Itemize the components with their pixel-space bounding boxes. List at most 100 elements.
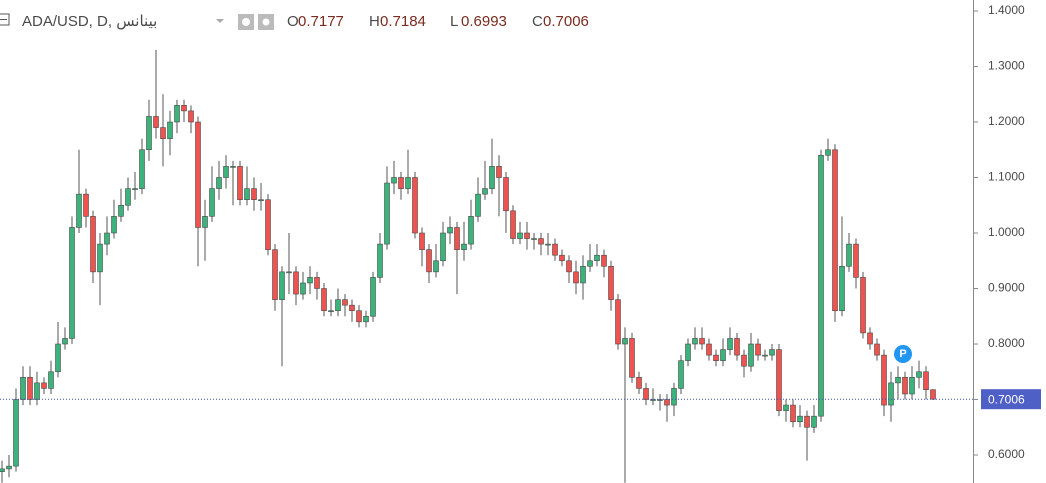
candle-body	[454, 227, 460, 250]
candle-body	[874, 343, 880, 356]
candle-body	[727, 338, 733, 350]
candle-body	[251, 188, 257, 201]
candle-body	[293, 271, 299, 295]
candle-body	[286, 271, 292, 274]
candle-body	[153, 116, 159, 128]
candle-body	[517, 232, 523, 239]
candle-body	[706, 343, 712, 356]
candle-body	[545, 243, 551, 246]
candle-body	[867, 332, 873, 345]
candle-body	[916, 371, 922, 378]
candle-body	[419, 232, 425, 250]
candle-body	[188, 110, 194, 123]
ohlc-value: 0.6993	[461, 13, 507, 30]
candle-body	[265, 199, 271, 250]
candle-body	[832, 149, 838, 312]
candle-body	[307, 277, 313, 284]
candle-body	[860, 277, 866, 334]
candle-body	[48, 371, 54, 389]
y-tick-label: 0.8000	[988, 336, 1025, 350]
candle-body	[97, 243, 103, 273]
candle-body	[237, 166, 243, 201]
candle-body	[496, 166, 502, 178]
candle-body	[790, 404, 796, 423]
candle-body	[279, 271, 285, 300]
y-tick-label: 1.2000	[988, 114, 1025, 128]
candle-body	[342, 299, 348, 306]
candle-body	[104, 232, 110, 245]
collapse-icon[interactable]	[0, 13, 10, 26]
candle-body	[181, 105, 187, 112]
candle-body	[377, 243, 383, 278]
candle-body	[167, 121, 173, 139]
candle-body	[671, 388, 677, 406]
candle-body	[216, 177, 222, 189]
candle-body	[552, 243, 558, 256]
last-price-label: 0.7006	[988, 392, 1025, 406]
candle-body	[685, 343, 691, 361]
candle-body	[300, 282, 306, 295]
candle-body	[370, 277, 376, 317]
candle-body	[930, 389, 936, 400]
candle-body	[13, 399, 19, 467]
candle-body	[650, 399, 656, 401]
candle-body	[573, 271, 579, 284]
candle-body	[132, 188, 138, 190]
candle-body	[146, 116, 152, 151]
candle-body	[755, 343, 761, 356]
candle-body	[566, 260, 572, 273]
candle-body	[594, 254, 600, 262]
candle-body	[440, 232, 446, 262]
candle-body	[258, 199, 264, 202]
candle-body	[825, 149, 831, 156]
settings-icon-hole	[262, 18, 270, 26]
candle-body	[804, 415, 810, 428]
candle-body	[510, 210, 516, 239]
candle-body	[839, 266, 845, 312]
candle-body	[713, 354, 719, 361]
candle-body	[363, 315, 369, 323]
ohlc-letter: L	[450, 13, 458, 30]
pivot-marker[interactable]	[894, 345, 912, 363]
ohlc-value: 0.7177	[298, 13, 344, 30]
candle-body	[27, 377, 33, 400]
candle-body	[405, 177, 411, 189]
candle-body	[335, 299, 341, 312]
candle-body	[601, 254, 607, 267]
y-tick-label: 1.0000	[988, 225, 1025, 239]
candle-body	[195, 121, 201, 228]
candle-body	[20, 377, 26, 400]
chart-title: ADA/USD, D, بينانس	[22, 13, 157, 30]
candle-body	[580, 266, 586, 284]
candle-body	[160, 127, 166, 139]
candle-body	[692, 338, 698, 345]
y-tick-label: 0.9000	[988, 281, 1025, 295]
ohlc-value: 0.7184	[380, 13, 426, 30]
candle-body	[55, 343, 61, 373]
candle-body	[531, 238, 537, 240]
candle-body	[69, 227, 75, 339]
candle-body	[636, 377, 642, 389]
candle-body	[895, 377, 901, 384]
candle-body	[503, 177, 509, 212]
candle-body	[783, 404, 789, 411]
dropdown-arrow[interactable]	[216, 19, 224, 23]
candle-body	[881, 354, 887, 406]
candle-body	[923, 371, 929, 390]
candle-body	[321, 288, 327, 312]
candle-body	[209, 188, 215, 217]
candle-body	[0, 468, 5, 472]
candle-body	[398, 177, 404, 189]
candle-body	[482, 188, 488, 195]
candle-body	[202, 216, 208, 228]
candle-body	[888, 382, 894, 406]
candle-body	[272, 249, 278, 300]
candle-body	[629, 338, 635, 378]
candle-body	[468, 216, 474, 245]
candle-body	[559, 254, 565, 262]
ohlc-letter: O	[287, 13, 299, 30]
candle-body	[699, 338, 705, 345]
candle-body	[769, 349, 775, 356]
y-tick-label: 1.4000	[988, 3, 1025, 17]
